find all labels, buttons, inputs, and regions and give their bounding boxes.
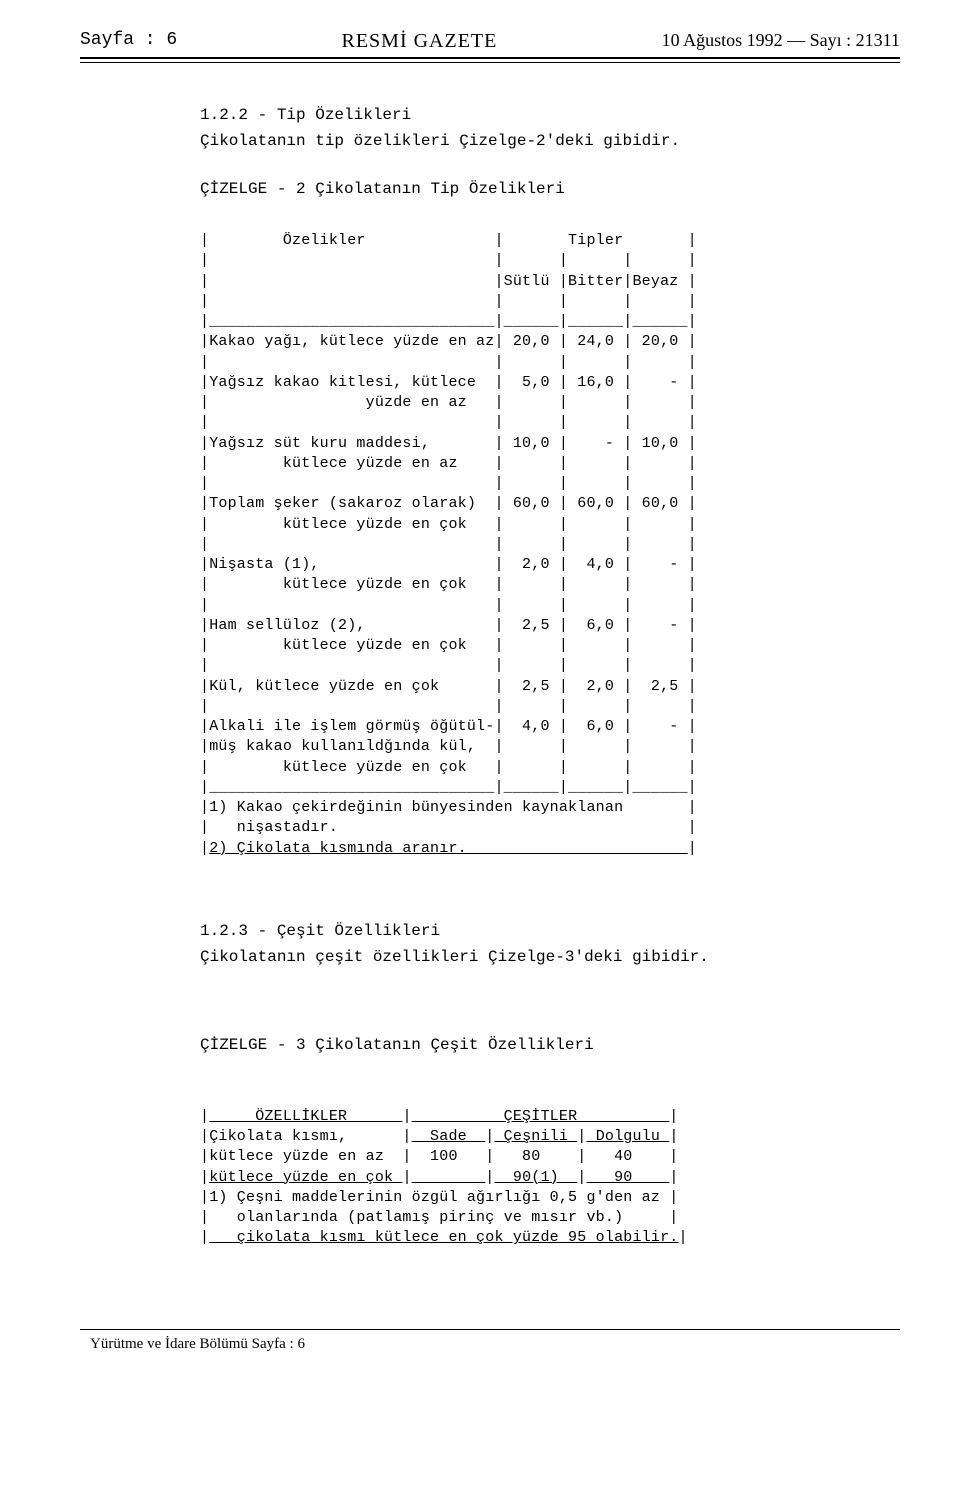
table3-caption: ÇİZELGE - 3 Çikolatanın Çeşit Özellikler… [200,1033,860,1057]
section-heading-122: 1.2.2 - Tip Özelikleri [200,103,860,127]
header-rule [80,57,900,63]
gazette-title: RESMİ GAZETE [341,30,497,53]
table-3: | ÖZELLİKLER | ÇEŞİTLER | |Çikolata kısm… [200,1107,860,1249]
table2-caption: ÇİZELGE - 2 Çikolatanın Tip Özelikleri [200,177,860,201]
content-area: 1.2.2 - Tip Özelikleri Çikolatanın tip ö… [80,103,900,1249]
page-number: Sayfa : 6 [80,30,177,53]
issue-info: 10 Ağustos 1992 — Sayı : 21311 [662,30,900,53]
footer-rule [80,1329,900,1330]
section-subtext-123: Çikolatanın çeşit özellikleri Çizelge-3'… [200,945,860,969]
section-heading-123: 1.2.3 - Çeşit Özellikleri [200,919,860,943]
section-subtext-122: Çikolatanın tip özelikleri Çizelge-2'dek… [200,129,860,153]
page-header: Sayfa : 6 RESMİ GAZETE 10 Ağustos 1992 —… [80,30,900,57]
page: Sayfa : 6 RESMİ GAZETE 10 Ağustos 1992 —… [0,0,960,1383]
table-2: | Özelikler | Tipler | | | | | | | |Sütl… [200,231,860,859]
footer-text: Yürütme ve İdare Bölümü Sayfa : 6 [80,1336,900,1353]
